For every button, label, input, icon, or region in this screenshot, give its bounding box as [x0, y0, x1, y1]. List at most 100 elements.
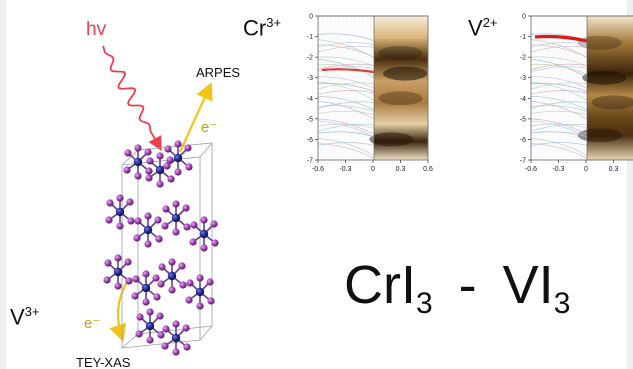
- iodine-atom: [206, 278, 213, 285]
- tey-arrow: [118, 282, 127, 338]
- x-tick-label: -0.3: [552, 166, 564, 173]
- y-tick-label: -4: [307, 96, 313, 103]
- metal-atom: [168, 272, 176, 280]
- iodine-atom: [182, 324, 189, 331]
- iodine-atom: [153, 293, 160, 300]
- iodine-atom: [146, 308, 153, 315]
- y-tick-label: -7: [307, 158, 313, 165]
- y-tick-label: -4: [520, 96, 526, 103]
- arpes-band: [379, 46, 423, 60]
- iodine-atom: [172, 320, 179, 327]
- iodine-atom: [124, 258, 131, 265]
- metal-atom: [134, 158, 142, 166]
- hv-label: hv: [86, 20, 106, 39]
- iodine-atom: [184, 144, 191, 151]
- y-tick-label: 0: [522, 14, 526, 21]
- tey-xas-label: TEY-XAS: [76, 356, 130, 369]
- y-tick-label: -6: [307, 137, 313, 144]
- iodine-atom: [132, 275, 139, 282]
- iodine-atom: [155, 235, 162, 242]
- arpes-band: [383, 67, 427, 81]
- ion-cr3-element: Cr: [243, 15, 266, 40]
- y-tick-label: -6: [520, 137, 526, 144]
- iodine-atom: [156, 180, 163, 187]
- crystal-structure: [103, 140, 218, 355]
- metal-atom: [196, 288, 204, 296]
- iodine-atom: [116, 222, 123, 229]
- x-tick-label: 0.3: [609, 166, 619, 173]
- iodine-atom: [200, 244, 207, 251]
- formula-right-element: VI: [503, 255, 554, 315]
- x-tick-label: 0: [371, 166, 375, 173]
- iodine-atom: [134, 144, 141, 151]
- x-tick-label: -0.6: [312, 166, 324, 173]
- iodine-atom: [161, 342, 168, 349]
- iodine-atom: [200, 216, 207, 223]
- ion-v3-charge: 3+: [25, 304, 40, 319]
- iodine-atom: [168, 258, 175, 265]
- iodine-atom: [144, 148, 151, 155]
- iodine-atom: [162, 205, 169, 212]
- iodine-atom: [127, 217, 134, 224]
- x-tick-label: 0: [584, 166, 588, 173]
- metal-atom: [142, 284, 150, 292]
- photon-arrow: [103, 46, 160, 148]
- iodine-atom: [211, 239, 218, 246]
- unit-cell-edge: [200, 143, 212, 157]
- iodine-atom: [156, 312, 163, 319]
- arpes-label: ARPES: [196, 66, 240, 79]
- iodine-atom: [134, 217, 141, 224]
- iodine-atom: [142, 270, 149, 277]
- y-tick-label: -1: [520, 34, 526, 41]
- metal-atom: [174, 154, 182, 162]
- ion-v2-charge: 2+: [483, 15, 498, 30]
- iodine-atom: [185, 296, 192, 303]
- cr-arpes-panel: 0 -1 -2 -3 -4 -5 -6 -7-0.6 -0.3 0 0.3 0.6: [307, 14, 433, 174]
- y-tick-label: -2: [520, 55, 526, 62]
- iodine-atom: [126, 198, 133, 205]
- iodine-atom: [207, 297, 214, 304]
- unit-cell-edge: [122, 334, 138, 348]
- iodine-atom: [164, 145, 171, 152]
- iodine-atom: [156, 152, 163, 159]
- iodine-atom: [144, 212, 151, 219]
- iodine-atom: [124, 149, 131, 156]
- unit-cell-edge: [200, 326, 212, 340]
- iodine-atom: [172, 200, 179, 207]
- y-tick-label: 0: [309, 14, 313, 21]
- metal-atom: [156, 166, 164, 174]
- x-tick-label: -0.6: [525, 166, 537, 173]
- y-tick-label: -5: [520, 116, 526, 123]
- ion-v2-element: V: [468, 15, 483, 40]
- metal-atom: [172, 334, 180, 342]
- formula-title: CrI3- VI3: [344, 258, 570, 319]
- iodine-atom: [196, 302, 203, 309]
- iodine-atom: [125, 277, 132, 284]
- iodine-atom: [162, 325, 169, 332]
- iodine-atom: [182, 204, 189, 211]
- iodine-atom: [131, 292, 138, 299]
- iodine-atom: [185, 163, 192, 170]
- iodine-atom: [183, 343, 190, 350]
- iodine-atom: [163, 162, 170, 169]
- iodine-atom: [167, 175, 174, 182]
- iodine-atom: [146, 157, 153, 164]
- arpes-band: [578, 36, 622, 50]
- iodine-atom: [116, 194, 123, 201]
- iodine-atom: [142, 298, 149, 305]
- ion-label-v3: V3+: [10, 305, 40, 328]
- iodine-atom: [183, 223, 190, 230]
- iodine-atom: [179, 281, 186, 288]
- metal-atom: [114, 268, 122, 276]
- iodine-atom: [145, 174, 152, 181]
- iodine-atom: [157, 331, 164, 338]
- iodine-atom: [152, 274, 159, 281]
- iodine-atom: [158, 263, 165, 270]
- iodine-atom: [168, 286, 175, 293]
- iodine-atom: [174, 168, 181, 175]
- arpes-band: [582, 71, 626, 85]
- arpes-band: [369, 132, 413, 146]
- iodine-atom: [104, 259, 111, 266]
- iodine-atom: [210, 220, 217, 227]
- iodine-atom: [103, 276, 110, 283]
